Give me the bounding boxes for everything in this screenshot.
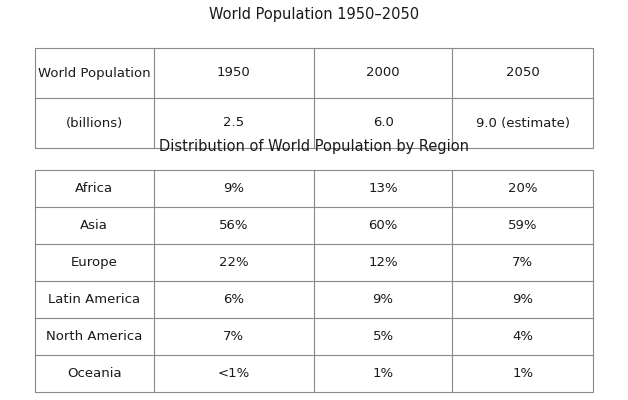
Bar [35, 48, 593, 148]
Text: Africa: Africa [75, 182, 113, 195]
Text: 2.5: 2.5 [224, 116, 244, 130]
Text: 2050: 2050 [506, 66, 539, 80]
Text: 22%: 22% [219, 256, 249, 269]
Text: World Population 1950–2050: World Population 1950–2050 [209, 6, 419, 22]
Text: 7%: 7% [224, 330, 244, 343]
Text: 5%: 5% [372, 330, 394, 343]
Text: 4%: 4% [512, 330, 533, 343]
Text: 2000: 2000 [366, 66, 400, 80]
Bar [35, 170, 593, 392]
Text: 13%: 13% [368, 182, 398, 195]
Text: 9%: 9% [512, 293, 533, 306]
Text: 9%: 9% [224, 182, 244, 195]
Text: 6.0: 6.0 [372, 116, 394, 130]
Text: Distribution of World Population by Region: Distribution of World Population by Regi… [159, 138, 469, 154]
Text: <1%: <1% [218, 367, 250, 380]
Text: 7%: 7% [512, 256, 533, 269]
Text: (billions): (billions) [65, 116, 123, 130]
Text: 56%: 56% [219, 219, 249, 232]
Text: Europe: Europe [71, 256, 117, 269]
Text: 1950: 1950 [217, 66, 251, 80]
Text: 60%: 60% [369, 219, 398, 232]
Text: 9.0 (estimate): 9.0 (estimate) [476, 116, 570, 130]
Text: 6%: 6% [224, 293, 244, 306]
Text: World Population: World Population [38, 66, 151, 80]
Text: Latin America: Latin America [48, 293, 140, 306]
Text: 59%: 59% [508, 219, 538, 232]
Text: Oceania: Oceania [67, 367, 121, 380]
Text: 1%: 1% [372, 367, 394, 380]
Text: 20%: 20% [508, 182, 538, 195]
Text: North America: North America [46, 330, 143, 343]
Text: 12%: 12% [368, 256, 398, 269]
Text: Asia: Asia [80, 219, 108, 232]
Text: 9%: 9% [372, 293, 394, 306]
Text: 1%: 1% [512, 367, 533, 380]
